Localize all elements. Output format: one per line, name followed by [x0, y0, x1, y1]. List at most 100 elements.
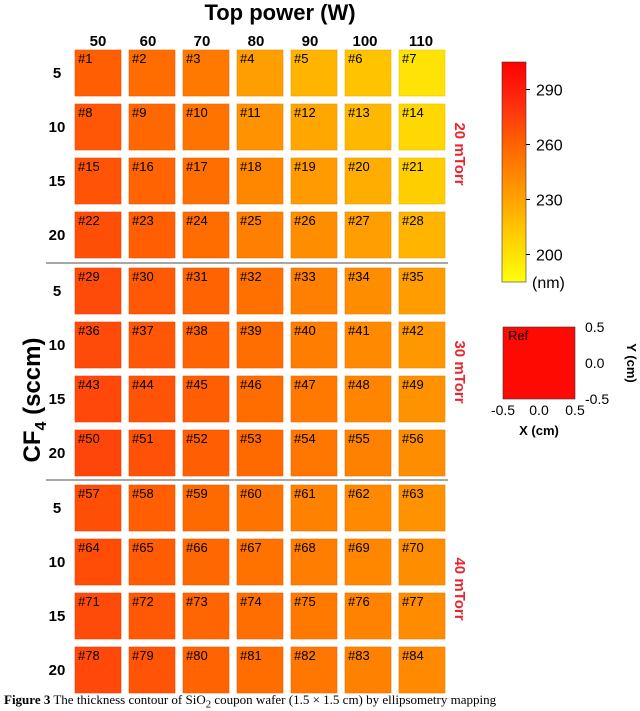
- cell-label: #71: [78, 594, 100, 609]
- heatmap-cell: [236, 103, 284, 151]
- cell-label: #16: [132, 159, 154, 174]
- heatmap-grid: 5 #1 #2 #3 #4 #5 #6 #7 10 #8 #9 #10 #11 #12 #13 #14 15 #1…: [46, 49, 468, 694]
- cell-label: #35: [402, 269, 424, 284]
- reference-x-tick: -0.5: [491, 402, 515, 418]
- pressure-label: 40 mTorr: [451, 557, 468, 620]
- cell-label: #22: [78, 213, 100, 228]
- reference-y-tick: -0.5: [585, 391, 609, 407]
- reference-x-label: X (cm): [519, 423, 559, 438]
- cell-label: #53: [240, 431, 262, 446]
- cell-label: #43: [78, 377, 100, 392]
- cell-label: #54: [294, 431, 316, 446]
- heatmap-cell: [74, 429, 122, 477]
- heatmap-cell: [182, 321, 230, 369]
- heatmap-cell: [344, 592, 392, 640]
- colorbar-tick-label: 230: [536, 193, 563, 210]
- cell-label: #51: [132, 431, 154, 446]
- cell-label: #76: [348, 594, 370, 609]
- heatmap-cell: [290, 321, 338, 369]
- heatmap-cell: [128, 211, 176, 259]
- y-axis-label: CF4 (sccm): [19, 338, 50, 463]
- cell-label: #17: [186, 159, 208, 174]
- cell-label: #64: [78, 540, 100, 555]
- cell-label: #80: [186, 648, 208, 663]
- heatmap-cell: [290, 157, 338, 205]
- heatmap-cell: [128, 267, 176, 315]
- cell-label: #74: [240, 594, 262, 609]
- cell-label: #11: [240, 105, 261, 120]
- cell-label: #8: [78, 105, 92, 120]
- row-label: 15: [49, 608, 66, 625]
- x-category-60: 60: [140, 33, 157, 50]
- heatmap-cell: [74, 267, 122, 315]
- heatmap-cell: [74, 103, 122, 151]
- cell-label: #78: [78, 648, 100, 663]
- heatmap-cell: [74, 157, 122, 205]
- cell-label: #60: [240, 486, 262, 501]
- row-label: 15: [49, 391, 66, 408]
- heatmap-cell: [236, 211, 284, 259]
- cell-label: #58: [132, 486, 154, 501]
- heatmap-cell: [236, 267, 284, 315]
- cell-label: #45: [186, 377, 208, 392]
- cell-label: #81: [240, 648, 262, 663]
- heatmap-cell: [128, 592, 176, 640]
- heatmap-cell: [344, 484, 392, 532]
- heatmap-cell: [236, 429, 284, 477]
- row-label: 5: [53, 283, 61, 300]
- heatmap-cell: [182, 103, 230, 151]
- pressure-label: 30 mTorr: [451, 340, 468, 403]
- cell-label: #84: [402, 648, 424, 663]
- heatmap-cell: [236, 592, 284, 640]
- cell-label: #27: [348, 213, 370, 228]
- heatmap-cell: [290, 211, 338, 259]
- heatmap-cell: [290, 375, 338, 423]
- heatmap-cell: [344, 49, 392, 97]
- row-label: 10: [49, 119, 66, 136]
- cell-label: #3: [186, 51, 200, 66]
- heatmap-cell: [398, 538, 446, 586]
- heatmap-cell: [398, 157, 446, 205]
- heatmap-cell: [236, 49, 284, 97]
- heatmap-cell: [74, 375, 122, 423]
- heatmap-cell: [398, 592, 446, 640]
- heatmap-cell: [290, 592, 338, 640]
- heatmap-cell: [344, 646, 392, 694]
- cell-label: #50: [78, 431, 100, 446]
- heatmap-cell: [74, 321, 122, 369]
- cell-label: #33: [294, 269, 316, 284]
- caption-rest: coupon wafer (1.5 × 1.5 cm) by ellipsome…: [211, 692, 497, 707]
- heatmap-cell: [290, 103, 338, 151]
- heatmap-cell: [236, 484, 284, 532]
- cell-label: #48: [348, 377, 370, 392]
- cell-label: #39: [240, 323, 262, 338]
- cell-label: #61: [294, 486, 316, 501]
- cell-label: #9: [132, 105, 146, 120]
- cell-label: #32: [240, 269, 262, 284]
- cell-label: #24: [186, 213, 208, 228]
- colorbar-unit: (nm): [532, 275, 565, 292]
- heatmap-cell: [398, 103, 446, 151]
- heatmap-cell: [182, 49, 230, 97]
- cell-label: #56: [402, 431, 424, 446]
- reference-cell: [502, 326, 576, 400]
- heatmap-cell: [74, 49, 122, 97]
- reference-panel: Ref -0.5 0.0 0.5 0.5 0.0 -0.5 X (cm) Y (cm): [491, 319, 639, 438]
- row-label: 5: [53, 500, 61, 517]
- cell-label: #44: [132, 377, 154, 392]
- cell-label: #18: [240, 159, 262, 174]
- heatmap-cell: [74, 646, 122, 694]
- cell-label: #21: [402, 159, 424, 174]
- cell-label: #63: [402, 486, 424, 501]
- cell-label: #20: [348, 159, 370, 174]
- cell-label: #31: [186, 269, 208, 284]
- cell-label: #42: [402, 323, 424, 338]
- cell-label: #28: [402, 213, 424, 228]
- cell-label: #73: [186, 594, 208, 609]
- cell-label: #52: [186, 431, 208, 446]
- cell-label: #23: [132, 213, 154, 228]
- cell-label: #77: [402, 594, 424, 609]
- heatmap-cell: [344, 321, 392, 369]
- cell-label: #40: [294, 323, 316, 338]
